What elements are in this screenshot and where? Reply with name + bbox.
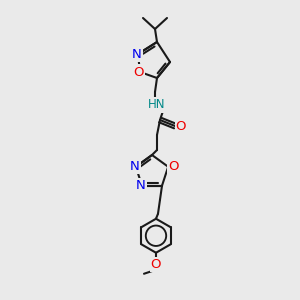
Text: N: N — [132, 47, 142, 61]
Text: HN: HN — [148, 98, 166, 112]
Text: N: N — [136, 179, 146, 192]
Text: O: O — [168, 160, 178, 173]
Text: O: O — [134, 65, 144, 79]
Text: N: N — [130, 160, 140, 173]
Text: O: O — [176, 119, 186, 133]
Text: O: O — [151, 258, 161, 271]
